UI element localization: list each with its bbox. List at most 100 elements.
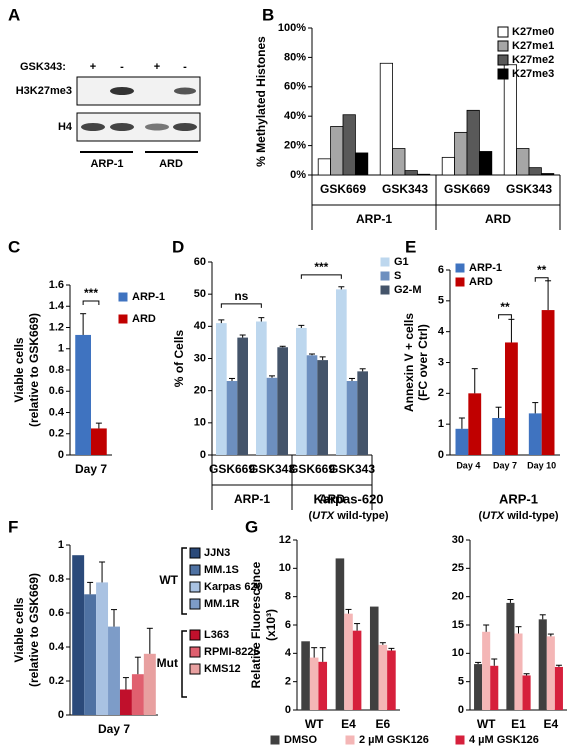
bar	[277, 347, 288, 455]
y-tick-label: 6	[438, 264, 444, 276]
subtitle-part: wild-type)	[504, 510, 559, 522]
bar	[379, 62, 394, 176]
legend-swatch	[344, 734, 356, 746]
y-tick-label: 20%	[284, 140, 306, 152]
x-tick-label: Day 7	[75, 462, 107, 476]
legend-swatch	[454, 262, 466, 274]
x-tick-label: GSK343	[382, 182, 428, 196]
annotation: ***	[314, 260, 328, 274]
legend-swatch	[454, 734, 466, 746]
y-tick-label: 10	[194, 417, 206, 429]
legend-swatch	[189, 663, 201, 675]
bar	[503, 64, 518, 176]
x-tick-label: E1	[511, 717, 526, 731]
sign: -	[183, 61, 187, 73]
significance-bracket	[220, 303, 262, 308]
band	[173, 123, 197, 131]
y-tick-label: 0	[58, 709, 64, 721]
bar	[119, 689, 132, 715]
significance-bracket	[300, 274, 342, 279]
y-tick-label: 15	[452, 619, 464, 631]
y-tick-label: 0.2	[49, 428, 64, 440]
bar	[392, 148, 406, 176]
bar	[554, 666, 563, 710]
x-tick-label: GSK669	[444, 182, 490, 196]
y-tick-label: 1	[438, 418, 444, 430]
x-tick-label: GSK343	[329, 462, 375, 476]
y-axis-label: Relative Fluorescence	[249, 561, 263, 688]
band	[110, 87, 134, 95]
legend-swatch	[189, 646, 201, 658]
bar	[455, 428, 469, 455]
bar	[306, 355, 318, 455]
legend-label: ARP-1	[469, 262, 502, 274]
subtitle-part: (	[478, 510, 482, 522]
bar	[318, 661, 328, 710]
y-tick-label: 0.4	[49, 641, 65, 653]
bar	[108, 626, 120, 715]
y-tick-label: 12	[279, 534, 291, 546]
bar	[335, 558, 345, 710]
y-tick-label: 100%	[278, 22, 306, 34]
legend-label: G2-M	[394, 284, 422, 296]
bar	[226, 381, 238, 455]
bar	[237, 337, 248, 455]
y-tick-label: 0.4	[49, 406, 65, 418]
x-tick-label: E4	[341, 717, 356, 731]
bar	[505, 342, 518, 455]
sign: +	[154, 61, 160, 73]
legend-label: K27me1	[512, 40, 554, 52]
legend-label: 4 µM GSK126	[469, 734, 539, 746]
legend-label: K27me0	[512, 26, 554, 38]
y-tick-label: 60%	[284, 81, 306, 93]
bar	[387, 650, 396, 710]
legend-label: RPMI-8226	[204, 646, 260, 658]
bar	[466, 109, 480, 176]
x-tick-label: GSK669	[320, 182, 366, 196]
y-tick-label: 0	[285, 704, 291, 716]
y-axis-label: % Methylated Histones	[254, 36, 268, 167]
legend-swatch	[117, 313, 129, 325]
x-tick-label: WT	[477, 717, 496, 731]
significance-bracket	[498, 314, 512, 319]
bar	[490, 665, 499, 710]
bar	[454, 131, 468, 176]
band	[81, 123, 105, 131]
y-axis-label: (FC over Ctrl)	[416, 324, 430, 401]
y-tick-label: 50	[194, 288, 206, 300]
x-tick-label: E4	[543, 717, 558, 731]
bar	[344, 613, 353, 710]
annotation: **	[537, 263, 547, 277]
y-tick-label: 40	[194, 320, 206, 332]
significance-bracket	[82, 300, 100, 305]
group-label: WT	[159, 573, 178, 587]
y-tick-label: 0.6	[49, 607, 64, 619]
y-tick-label: 0.2	[49, 675, 64, 687]
panel-label: F	[8, 517, 18, 536]
bar	[541, 173, 555, 176]
bar	[143, 653, 156, 715]
bar	[522, 675, 531, 710]
bar	[416, 173, 431, 176]
x-tick-label: E6	[375, 717, 390, 731]
legend-swatch	[497, 54, 509, 66]
legend-swatch	[379, 256, 391, 268]
y-axis-label: (x10³)	[264, 609, 278, 641]
subtitle-part: (	[308, 510, 312, 522]
treatment-label: GSK343:	[20, 61, 66, 73]
bar	[352, 630, 362, 710]
legend-swatch	[269, 734, 281, 746]
bar	[336, 289, 347, 455]
legend-label: ARD	[469, 276, 493, 288]
bar	[317, 360, 328, 455]
subtitle-part: UTX	[482, 510, 505, 522]
row-label: H3K27me3	[16, 85, 72, 97]
y-tick-label: 0.8	[49, 573, 64, 585]
band	[145, 123, 169, 131]
panel-label: B	[262, 5, 274, 24]
legend-swatch	[189, 564, 201, 576]
bar	[72, 555, 85, 715]
legend-label: MM.1S	[204, 564, 239, 576]
bar	[346, 381, 358, 455]
legend-label: G1	[394, 256, 409, 268]
